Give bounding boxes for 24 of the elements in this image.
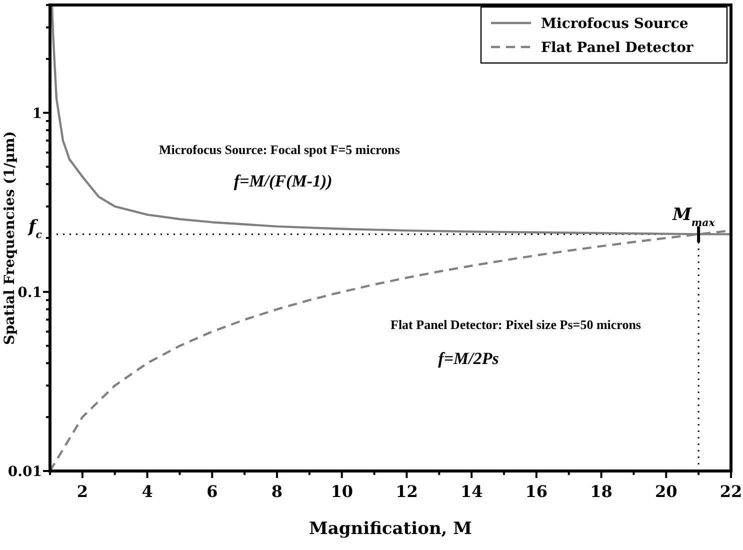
ref-line-label: f$_{c}$: [27, 217, 43, 242]
x-tick-label: 2: [76, 482, 88, 501]
x-tick-label: 10: [330, 482, 353, 501]
x-tick-label: 16: [525, 482, 548, 501]
annotation: f=M/2Ps: [438, 348, 500, 368]
y-axis-title: Spatial Frequencies (1/µm): [2, 131, 18, 345]
x-tick-label: 12: [396, 482, 418, 501]
x-tick-label: 14: [460, 482, 483, 501]
annotation: f=M/(F(M-1)): [234, 172, 332, 191]
ref-line-label: M$_{max}$: [672, 205, 716, 230]
x-axis-title: Magnification, M: [309, 519, 472, 539]
x-tick-label: 22: [720, 482, 742, 501]
x-tick-label: 6: [206, 482, 218, 501]
y-tick-label: 1: [32, 106, 42, 122]
y-tick-label: 0.01: [8, 464, 42, 480]
legend-label: Flat Panel Detector: [541, 40, 694, 56]
annotation: Flat Panel Detector: Pixel size Ps=50 microns: [390, 316, 641, 332]
y-tick-label: 0.1: [18, 284, 42, 301]
legend-label: Microfocus Source: [541, 16, 688, 32]
x-tick-label: 4: [142, 482, 153, 501]
x-tick-label: 18: [590, 482, 612, 501]
x-tick-label: 8: [271, 482, 283, 501]
annotation: Microfocus Source: Focal spot F=5 microns: [158, 142, 400, 158]
x-tick-label: 20: [655, 482, 678, 501]
